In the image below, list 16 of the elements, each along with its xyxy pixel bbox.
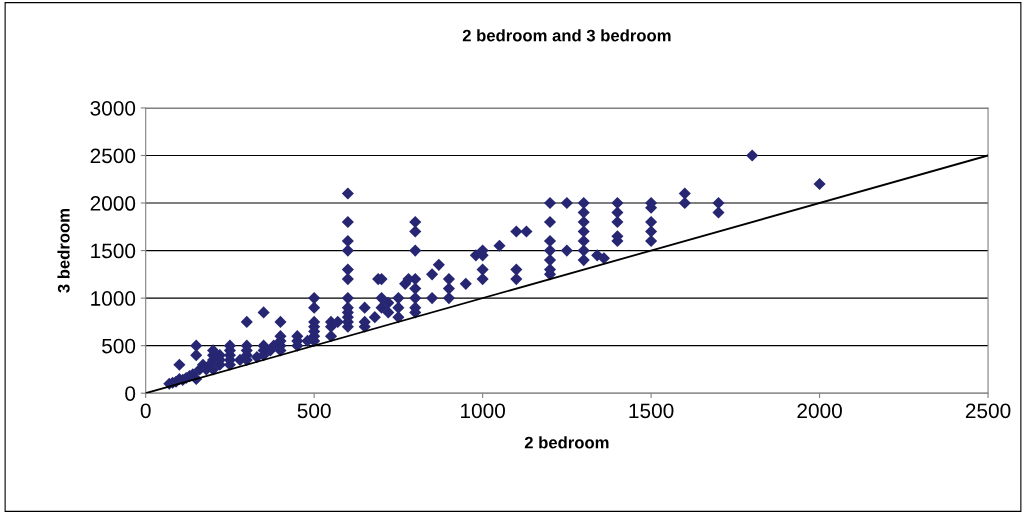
- x-tick-label: 1000: [461, 403, 505, 419]
- y-tick-label: 2000: [90, 196, 136, 211]
- x-tick-label: 2000: [797, 403, 842, 419]
- chart-title: 2 bedroom and 3 bedroom: [462, 29, 671, 42]
- x-axis-title: 2 bedroom: [524, 436, 609, 449]
- x-tick-label: 0: [140, 403, 151, 419]
- y-tick-label: 2500: [90, 148, 136, 164]
- y-tick-label: 1000: [91, 291, 136, 306]
- y-axis-title: 3 bedroom: [57, 209, 70, 293]
- x-tick-label: 1500: [629, 403, 674, 419]
- x-tick-label: 2500: [965, 403, 1011, 419]
- x-tick-label: 500: [297, 403, 331, 419]
- y-tick-label: 500: [102, 338, 136, 354]
- y-tick-label: 1500: [91, 243, 136, 259]
- y-tick-label: 3000: [90, 100, 136, 116]
- y-tick-label: 0: [125, 386, 136, 401]
